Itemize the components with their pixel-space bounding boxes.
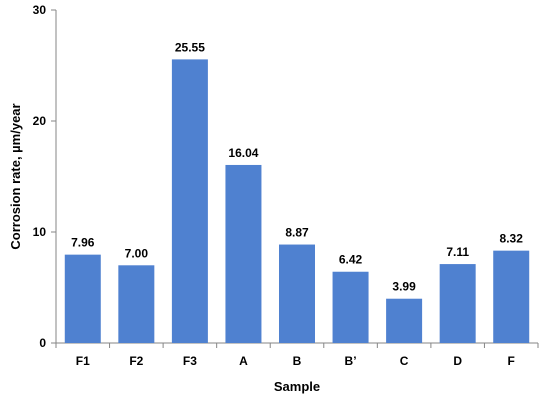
bar-F3 bbox=[171, 59, 208, 344]
bar-A bbox=[225, 164, 262, 343]
x-tick-label-F3: F3 bbox=[183, 354, 197, 368]
data-label-F2: 7.00 bbox=[125, 246, 149, 260]
x-tick-label-C: C bbox=[400, 354, 409, 368]
data-label-F: 8.32 bbox=[500, 232, 524, 246]
bar-F bbox=[493, 250, 530, 343]
bar-B’ bbox=[332, 271, 369, 343]
x-axis-title: Sample bbox=[274, 379, 320, 394]
x-tick-label-F2: F2 bbox=[129, 354, 143, 368]
y-tick-label: 30 bbox=[33, 3, 47, 17]
x-tick-label-D: D bbox=[453, 354, 462, 368]
x-tick-label-F1: F1 bbox=[76, 354, 90, 368]
y-tick-label: 10 bbox=[33, 225, 47, 239]
labels: 0 10 20 30 7.96 F1 7.00 F2 25.55 F3 16.04 A 8.87 B 6.4… bbox=[33, 3, 524, 368]
x-tick-label-A: A bbox=[239, 354, 248, 368]
data-label-B: 8.87 bbox=[285, 226, 309, 240]
y-tick-label: 20 bbox=[33, 114, 47, 128]
data-label-D: 7.11 bbox=[446, 245, 469, 259]
x-tick-label-B’: B’ bbox=[345, 354, 357, 368]
bars bbox=[64, 59, 530, 344]
y-tick-label: 0 bbox=[39, 336, 46, 350]
bar-F2 bbox=[118, 265, 155, 343]
y-axis-title: Corrosion rate, µm/year bbox=[8, 103, 23, 249]
bar-C bbox=[386, 298, 423, 343]
data-label-F1: 7.96 bbox=[71, 236, 95, 250]
data-label-C: 3.99 bbox=[392, 280, 416, 294]
x-tick-label-F: F bbox=[508, 354, 515, 368]
data-label-A: 16.04 bbox=[228, 146, 258, 160]
x-tick-label-B: B bbox=[293, 354, 302, 368]
data-label-F3: 25.55 bbox=[175, 40, 205, 54]
bar-B bbox=[279, 244, 315, 343]
bar-F1 bbox=[64, 254, 101, 343]
bar-D bbox=[439, 264, 476, 343]
data-label-B’: 6.42 bbox=[339, 253, 363, 267]
